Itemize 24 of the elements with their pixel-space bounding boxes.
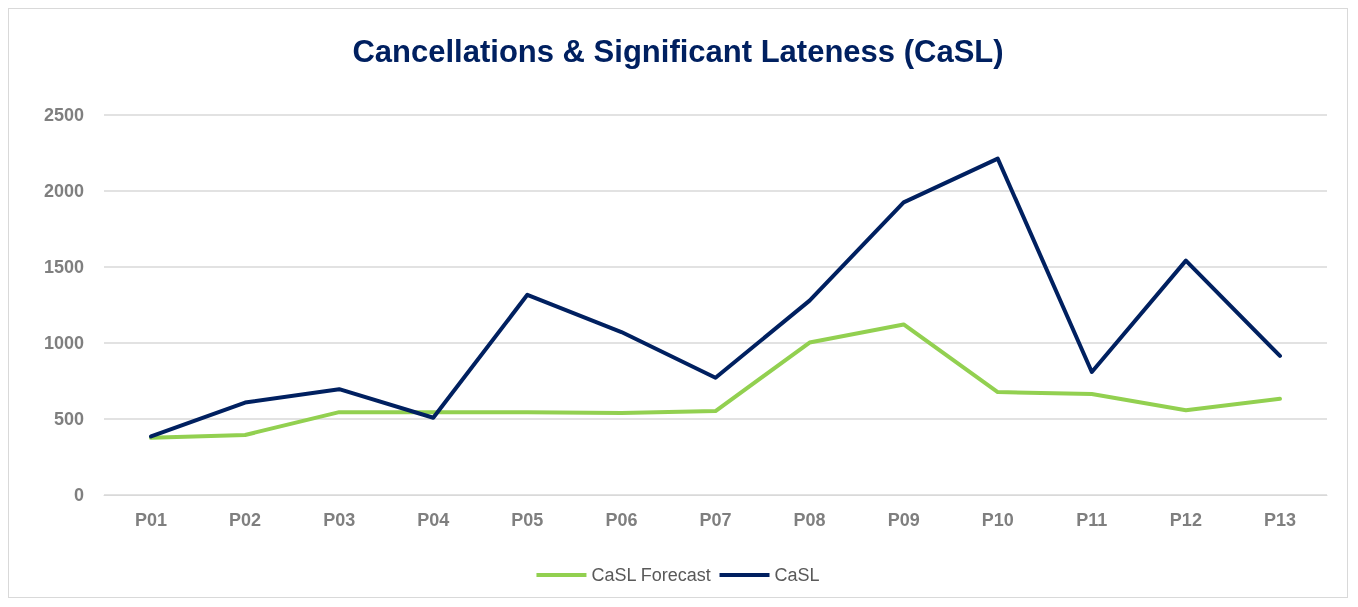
- x-tick-label: P07: [699, 510, 732, 530]
- x-tick-label: P08: [793, 510, 826, 530]
- x-tick-label: P01: [135, 510, 168, 530]
- x-tick-label: P06: [605, 510, 638, 530]
- x-tick-label: P10: [981, 510, 1014, 530]
- legend-label: CaSL: [774, 565, 820, 585]
- y-tick-label: 1000: [43, 333, 84, 353]
- x-tick-label: P13: [1263, 510, 1296, 530]
- line-series: [149, 322, 1282, 440]
- legend-label: CaSL Forecast: [591, 565, 711, 585]
- y-tick-label: 0: [73, 485, 84, 505]
- y-tick-label: 2500: [43, 105, 84, 125]
- line-series: [149, 156, 1282, 439]
- x-tick-label: P03: [323, 510, 356, 530]
- x-tick-label: P09: [887, 510, 920, 530]
- x-tick-label: P12: [1169, 510, 1202, 530]
- chart-title: Cancellations & Significant Lateness (CaSL): [352, 34, 1004, 69]
- x-tick-label: P04: [417, 510, 450, 530]
- x-tick-label: P05: [511, 510, 544, 530]
- y-tick-label: 2000: [43, 181, 84, 201]
- x-tick-label: P11: [1076, 510, 1108, 530]
- y-tick-label: 500: [53, 409, 84, 429]
- y-tick-label: 1500: [43, 257, 84, 277]
- x-tick-label: P02: [229, 510, 262, 530]
